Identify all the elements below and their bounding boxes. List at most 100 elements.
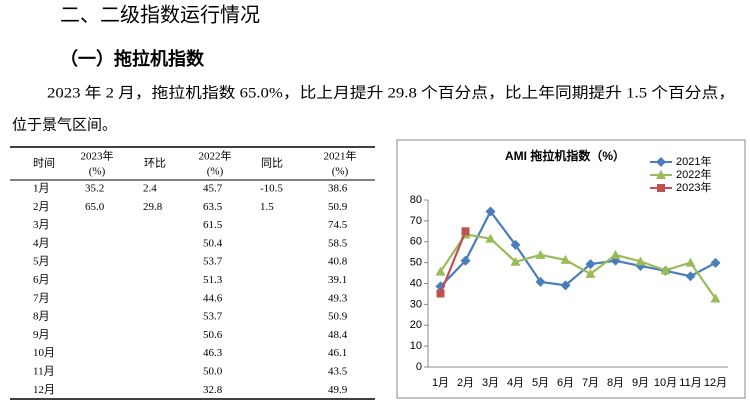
y-tick-label: 80 [410, 194, 422, 206]
marker [657, 184, 665, 192]
heading: 二、二级指数运行情况 [60, 3, 260, 27]
x-tick-label: 3月 [482, 377, 499, 389]
marker [535, 276, 546, 287]
table-header: 环比 [144, 157, 166, 170]
x-tick-label: 10月 [654, 377, 677, 389]
table-cell: 48.4 [328, 329, 348, 341]
table-header: (%) [332, 166, 349, 178]
marker [685, 257, 696, 267]
table-cell: 2.4 [143, 183, 157, 195]
chart-title: AMI 拖拉机指数（%） [505, 148, 625, 163]
table-cell: 50.0 [203, 366, 223, 378]
y-tick-label: 30 [410, 298, 422, 310]
table-cell: 49.3 [328, 292, 348, 304]
table-cell: 39.1 [328, 274, 347, 286]
table-cell: 53.7 [203, 311, 223, 323]
y-tick-label: 10 [410, 340, 422, 352]
series-line [439, 209, 717, 288]
x-tick-label: 8月 [607, 377, 624, 389]
marker [656, 170, 666, 179]
table-cell: 46.1 [328, 347, 347, 359]
marker [656, 157, 666, 167]
y-tick-label: 50 [410, 257, 422, 269]
paragraph-line: 2023 年 2 月，拖拉机指数 65.0%，比上月提升 29.8 个百分点，比… [47, 84, 735, 101]
table-cell: 53.7 [203, 256, 223, 268]
table-header: 同比 [261, 157, 283, 170]
table-cell: 65.0 [85, 201, 105, 213]
table-cell: 50.4 [203, 237, 223, 249]
series-line [439, 230, 467, 294]
legend-label: 2021年 [676, 154, 711, 168]
table-cell: 4月 [33, 237, 50, 249]
table-cell: 3月 [33, 219, 50, 231]
table-cell: 6月 [33, 274, 50, 286]
x-tick-label: 12月 [704, 377, 727, 389]
table-cell: 7月 [33, 292, 50, 304]
subheading: （一）拖拉机指数 [60, 48, 205, 70]
y-tick-label: 20 [410, 319, 422, 331]
table-cell: 74.5 [328, 219, 348, 231]
table-cell: 63.5 [203, 201, 223, 213]
table-cell: 51.3 [203, 274, 223, 286]
marker [685, 271, 696, 282]
table-cell: 1.5 [260, 201, 274, 213]
marker [560, 254, 571, 264]
table-cell: 10月 [33, 347, 55, 359]
marker [461, 227, 470, 236]
y-tick-label: 60 [410, 236, 422, 248]
marker [535, 249, 546, 259]
table-cell: 32.8 [203, 384, 223, 396]
x-tick-label: 1月 [432, 377, 449, 389]
chart-frame [396, 139, 746, 399]
table-cell: 38.6 [328, 183, 348, 195]
table-cell: 1月 [33, 183, 50, 195]
marker [460, 255, 471, 266]
table-cell: 12月 [33, 384, 55, 396]
marker [710, 257, 721, 268]
table-header: (%) [89, 166, 106, 178]
table-cell: 2月 [33, 201, 50, 213]
table-cell: 40.8 [328, 256, 348, 268]
series-line [439, 233, 717, 300]
marker [436, 289, 445, 298]
table-cell: 8月 [33, 311, 50, 323]
marker [585, 268, 596, 278]
legend-label: 2022年 [676, 167, 711, 181]
y-tick-label: 70 [410, 215, 422, 227]
x-tick-label: 6月 [557, 377, 574, 389]
marker [635, 256, 646, 266]
table-header: 2023年 [81, 149, 114, 163]
legend-label: 2023年 [676, 180, 711, 194]
marker [485, 233, 496, 243]
table-cell: 50.9 [328, 201, 348, 213]
marker [510, 239, 521, 250]
table-cell: 9月 [33, 329, 50, 341]
table-cell: 49.9 [328, 384, 348, 396]
table-cell: 50.9 [328, 311, 348, 323]
x-tick-label: 2月 [457, 377, 474, 389]
table-cell: 58.5 [328, 237, 348, 249]
y-tick-label: 40 [410, 277, 422, 289]
table-cell: 11月 [33, 366, 55, 378]
x-tick-label: 7月 [582, 377, 599, 389]
table-header: 2021年 [324, 149, 357, 163]
marker [610, 249, 621, 259]
table-cell: 44.6 [203, 292, 223, 304]
marker [510, 256, 521, 266]
marker [710, 293, 721, 303]
table-cell: 46.3 [203, 347, 223, 359]
marker [585, 259, 596, 270]
table-header: 时间 [33, 157, 55, 170]
table-cell: 29.8 [143, 201, 163, 213]
paragraph-line: 位于景气区间。 [12, 116, 117, 133]
marker [660, 265, 671, 275]
table-cell: -10.5 [260, 183, 283, 195]
table-cell: 35.2 [85, 183, 104, 195]
table-cell: 50.6 [203, 329, 223, 341]
marker [435, 266, 446, 276]
table-cell: 45.7 [203, 183, 223, 195]
table-cell: 61.5 [203, 219, 223, 231]
y-tick-label: 0 [416, 361, 422, 373]
table-header: 2022年 [199, 149, 232, 163]
